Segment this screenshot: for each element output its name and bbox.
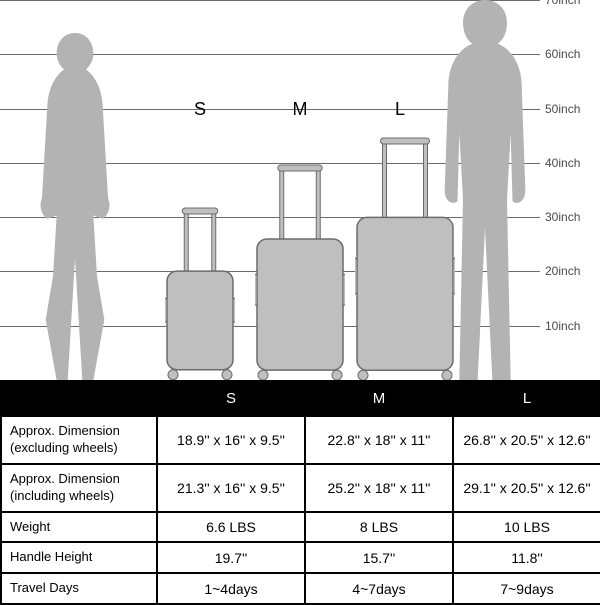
size-label-l: L	[395, 99, 405, 120]
row-label: Approx. Dimension(excluding wheels)	[1, 416, 157, 464]
grid-label: 40inch	[545, 156, 580, 170]
size-label-s: S	[194, 99, 206, 120]
grid-label: 30inch	[545, 210, 580, 224]
cell-m: 15.7''	[305, 542, 453, 573]
grid-label: 60inch	[545, 47, 580, 61]
size-comparison-chart: 10inch 20inch 30inch 40inch 50inch 60inch 70in…	[0, 0, 600, 380]
luggage-s	[165, 206, 235, 380]
table-row: Weight6.6 LBS8 LBS10 LBS	[1, 512, 600, 543]
header-m: M	[305, 381, 453, 416]
spec-table: S M L Approx. Dimension(excluding wheels…	[0, 380, 600, 605]
luggage-m	[255, 163, 345, 380]
table-row: Approx. Dimension(including wheels)21.3'…	[1, 464, 600, 512]
cell-l: 10 LBS	[453, 512, 600, 543]
table-row: Handle Height19.7''15.7''11.8''	[1, 542, 600, 573]
row-label: Approx. Dimension(including wheels)	[1, 464, 157, 512]
cell-m: 22.8'' x 18'' x 11''	[305, 416, 453, 464]
header-blank	[1, 381, 157, 416]
header-l: L	[453, 381, 600, 416]
size-label-m: M	[293, 99, 308, 120]
cell-l: 26.8'' x 20.5'' x 12.6''	[453, 416, 600, 464]
cell-s: 18.9'' x 16'' x 9.5''	[157, 416, 305, 464]
grid-label: 70inch	[545, 0, 580, 7]
row-label: Weight	[1, 512, 157, 543]
luggage-l	[355, 136, 455, 380]
cell-m: 25.2'' x 18'' x 11''	[305, 464, 453, 512]
row-label: Handle Height	[1, 542, 157, 573]
cell-s: 6.6 LBS	[157, 512, 305, 543]
table-row: Approx. Dimension(excluding wheels)18.9'…	[1, 416, 600, 464]
cell-l: 29.1'' x 20.5'' x 12.6''	[453, 464, 600, 512]
table-header-row: S M L	[1, 381, 600, 416]
woman-silhouette	[20, 33, 130, 380]
cell-s: 21.3'' x 16'' x 9.5''	[157, 464, 305, 512]
grid-label: 10inch	[545, 319, 580, 333]
header-s: S	[157, 381, 305, 416]
cell-l: 11.8''	[453, 542, 600, 573]
cell-m: 8 LBS	[305, 512, 453, 543]
grid-label: 20inch	[545, 264, 580, 278]
cell-s: 19.7''	[157, 542, 305, 573]
grid-label: 50inch	[545, 102, 580, 116]
